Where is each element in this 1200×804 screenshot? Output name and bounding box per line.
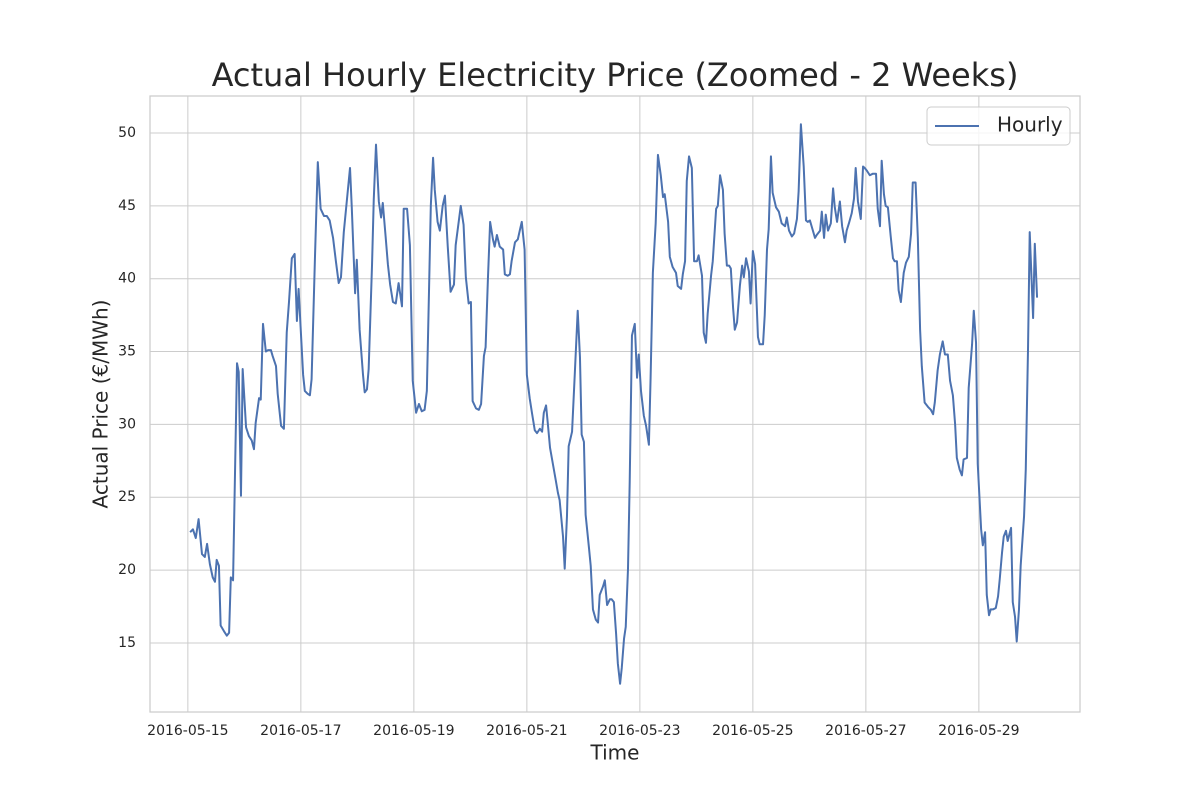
y-tick-label: 50 <box>118 125 136 141</box>
x-tick-label: 2016-05-25 <box>712 723 793 739</box>
legend-box <box>926 106 1071 146</box>
y-tick-label: 40 <box>118 271 136 287</box>
x-tick-label: 2016-05-19 <box>373 723 454 739</box>
x-tick-label: 2016-05-21 <box>486 723 567 739</box>
y-tick-label: 35 <box>118 344 136 360</box>
x-axis-label: Time <box>590 741 640 765</box>
x-tick-label: 2016-05-17 <box>260 723 341 739</box>
x-tick-label: 2016-05-23 <box>599 723 680 739</box>
chart-title: Actual Hourly Electricity Price (Zoomed … <box>212 56 1019 94</box>
y-tick-label: 30 <box>118 416 136 432</box>
legend-label: Hourly <box>997 113 1063 137</box>
y-axis-label: Actual Price (€/MWh) <box>89 300 113 509</box>
x-tick-label: 2016-05-29 <box>938 723 1019 739</box>
y-tick-label: 20 <box>118 562 136 578</box>
series-line <box>189 123 1039 685</box>
x-tick-label: 2016-05-15 <box>147 723 228 739</box>
plot-frame <box>149 95 1081 713</box>
x-tick-label: 2016-05-27 <box>825 723 906 739</box>
y-tick-label: 25 <box>118 489 136 505</box>
y-tick-label: 15 <box>118 635 136 651</box>
y-tick-label: 45 <box>118 198 136 214</box>
